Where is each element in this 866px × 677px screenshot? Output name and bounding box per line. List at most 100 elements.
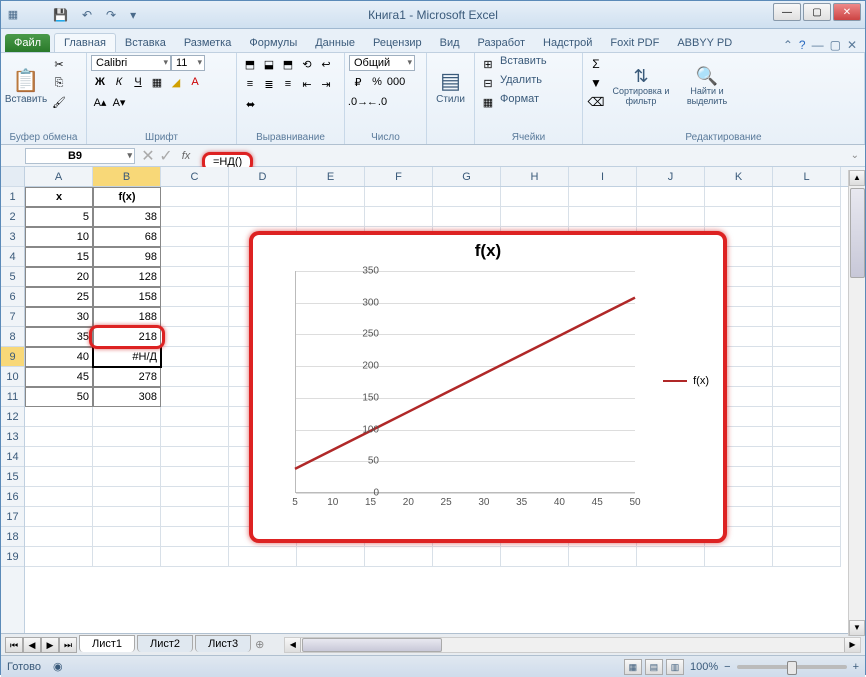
col-header-I[interactable]: I	[569, 167, 637, 186]
tab-home[interactable]: Главная	[54, 33, 116, 52]
cell-B10[interactable]: 278	[93, 367, 161, 387]
row-header-6[interactable]: 6	[1, 287, 24, 307]
sheet-tab-1[interactable]: Лист1	[79, 635, 135, 652]
tab-insert[interactable]: Вставка	[116, 34, 175, 52]
cell-F2[interactable]	[365, 207, 433, 227]
row-header-4[interactable]: 4	[1, 247, 24, 267]
cell-L2[interactable]	[773, 207, 841, 227]
cell-B16[interactable]	[93, 487, 161, 507]
row-header-14[interactable]: 14	[1, 447, 24, 467]
scroll-down-icon[interactable]: ▼	[849, 620, 865, 636]
cell-A4[interactable]: 15	[25, 247, 93, 267]
sheet-tab-3[interactable]: Лист3	[195, 635, 251, 652]
cell-D1[interactable]	[229, 187, 297, 207]
cell-A9[interactable]: 40	[25, 347, 93, 367]
cell-A17[interactable]	[25, 507, 93, 527]
autosum-icon[interactable]: Σ	[587, 55, 605, 73]
undo-icon[interactable]: ↶	[78, 6, 96, 24]
tab-formulas[interactable]: Формулы	[240, 34, 306, 52]
cell-L12[interactable]	[773, 407, 841, 427]
format-cells-icon[interactable]: ▦	[479, 93, 497, 111]
vertical-scrollbar[interactable]: ▲ ▼	[848, 170, 865, 636]
maximize-button[interactable]: ▢	[803, 3, 831, 21]
font-size-combo[interactable]: 11	[171, 55, 205, 71]
copy-icon[interactable]: ⎘	[50, 74, 68, 92]
col-header-F[interactable]: F	[365, 167, 433, 186]
cell-F1[interactable]	[365, 187, 433, 207]
normal-view-icon[interactable]: ▦	[624, 659, 642, 675]
cell-J2[interactable]	[637, 207, 705, 227]
row-header-11[interactable]: 11	[1, 387, 24, 407]
cell-E19[interactable]	[297, 547, 365, 567]
border-icon[interactable]: ▦	[148, 73, 166, 91]
format-cells-label[interactable]: Формат	[498, 93, 539, 111]
sheet-tab-2[interactable]: Лист2	[137, 635, 193, 652]
hscroll-thumb[interactable]	[302, 638, 442, 652]
ribbon-minimize-icon[interactable]: ⌃	[783, 38, 793, 52]
col-header-B[interactable]: B	[93, 167, 161, 186]
cell-C5[interactable]	[161, 267, 229, 287]
cell-B14[interactable]	[93, 447, 161, 467]
tab-foxit[interactable]: Foxit PDF	[601, 34, 668, 52]
tab-abbyy[interactable]: ABBYY PD	[668, 34, 741, 52]
cell-L11[interactable]	[773, 387, 841, 407]
cell-A12[interactable]	[25, 407, 93, 427]
cell-L10[interactable]	[773, 367, 841, 387]
cell-G2[interactable]	[433, 207, 501, 227]
save-icon[interactable]: 💾	[49, 6, 72, 24]
col-header-G[interactable]: G	[433, 167, 501, 186]
row-header-17[interactable]: 17	[1, 507, 24, 527]
number-format-combo[interactable]: Общий	[349, 55, 415, 71]
shrink-font-icon[interactable]: A▾	[110, 93, 128, 111]
cell-C14[interactable]	[161, 447, 229, 467]
align-bottom-icon[interactable]: ⬒	[279, 55, 297, 73]
cell-A14[interactable]	[25, 447, 93, 467]
cell-K19[interactable]	[705, 547, 773, 567]
cell-K2[interactable]	[705, 207, 773, 227]
close-button[interactable]: ✕	[833, 3, 861, 21]
cell-A7[interactable]: 30	[25, 307, 93, 327]
cell-I2[interactable]	[569, 207, 637, 227]
cut-icon[interactable]: ✂	[50, 55, 68, 73]
cell-C17[interactable]	[161, 507, 229, 527]
help-icon[interactable]: ?	[799, 38, 806, 52]
bold-icon[interactable]: Ж	[91, 73, 109, 91]
cell-B12[interactable]	[93, 407, 161, 427]
cell-L9[interactable]	[773, 347, 841, 367]
cell-L13[interactable]	[773, 427, 841, 447]
col-header-C[interactable]: C	[161, 167, 229, 186]
row-header-8[interactable]: 8	[1, 327, 24, 347]
cell-C6[interactable]	[161, 287, 229, 307]
cell-C13[interactable]	[161, 427, 229, 447]
row-header-16[interactable]: 16	[1, 487, 24, 507]
col-header-D[interactable]: D	[229, 167, 297, 186]
cell-C19[interactable]	[161, 547, 229, 567]
cell-C1[interactable]	[161, 187, 229, 207]
percent-icon[interactable]: %	[368, 73, 386, 91]
cell-B8[interactable]: 218	[93, 327, 161, 347]
chart[interactable]: f(x) f(x) 050100150200250300350510152025…	[249, 231, 727, 543]
cell-I1[interactable]	[569, 187, 637, 207]
cell-A8[interactable]: 35	[25, 327, 93, 347]
cell-B6[interactable]: 158	[93, 287, 161, 307]
row-header-5[interactable]: 5	[1, 267, 24, 287]
cell-H1[interactable]	[501, 187, 569, 207]
fill-icon[interactable]: ▼	[587, 74, 605, 92]
scroll-up-icon[interactable]: ▲	[849, 170, 865, 186]
cell-J1[interactable]	[637, 187, 705, 207]
align-center-icon[interactable]: ≣	[260, 75, 278, 93]
row-header-1[interactable]: 1	[1, 187, 24, 207]
indent-inc-icon[interactable]: ⇥	[317, 75, 335, 93]
styles-button[interactable]: ▤ Стили	[431, 55, 470, 117]
page-break-view-icon[interactable]: ▥	[666, 659, 684, 675]
cell-H19[interactable]	[501, 547, 569, 567]
cell-G1[interactable]	[433, 187, 501, 207]
row-header-12[interactable]: 12	[1, 407, 24, 427]
cell-A10[interactable]: 45	[25, 367, 93, 387]
sort-filter-button[interactable]: ⇅ Сортировка и фильтр	[608, 55, 674, 117]
zoom-in-icon[interactable]: +	[853, 661, 859, 673]
paste-button[interactable]: 📋 Вставить	[5, 55, 47, 117]
cell-B15[interactable]	[93, 467, 161, 487]
zoom-level[interactable]: 100%	[690, 661, 718, 673]
cell-C9[interactable]	[161, 347, 229, 367]
